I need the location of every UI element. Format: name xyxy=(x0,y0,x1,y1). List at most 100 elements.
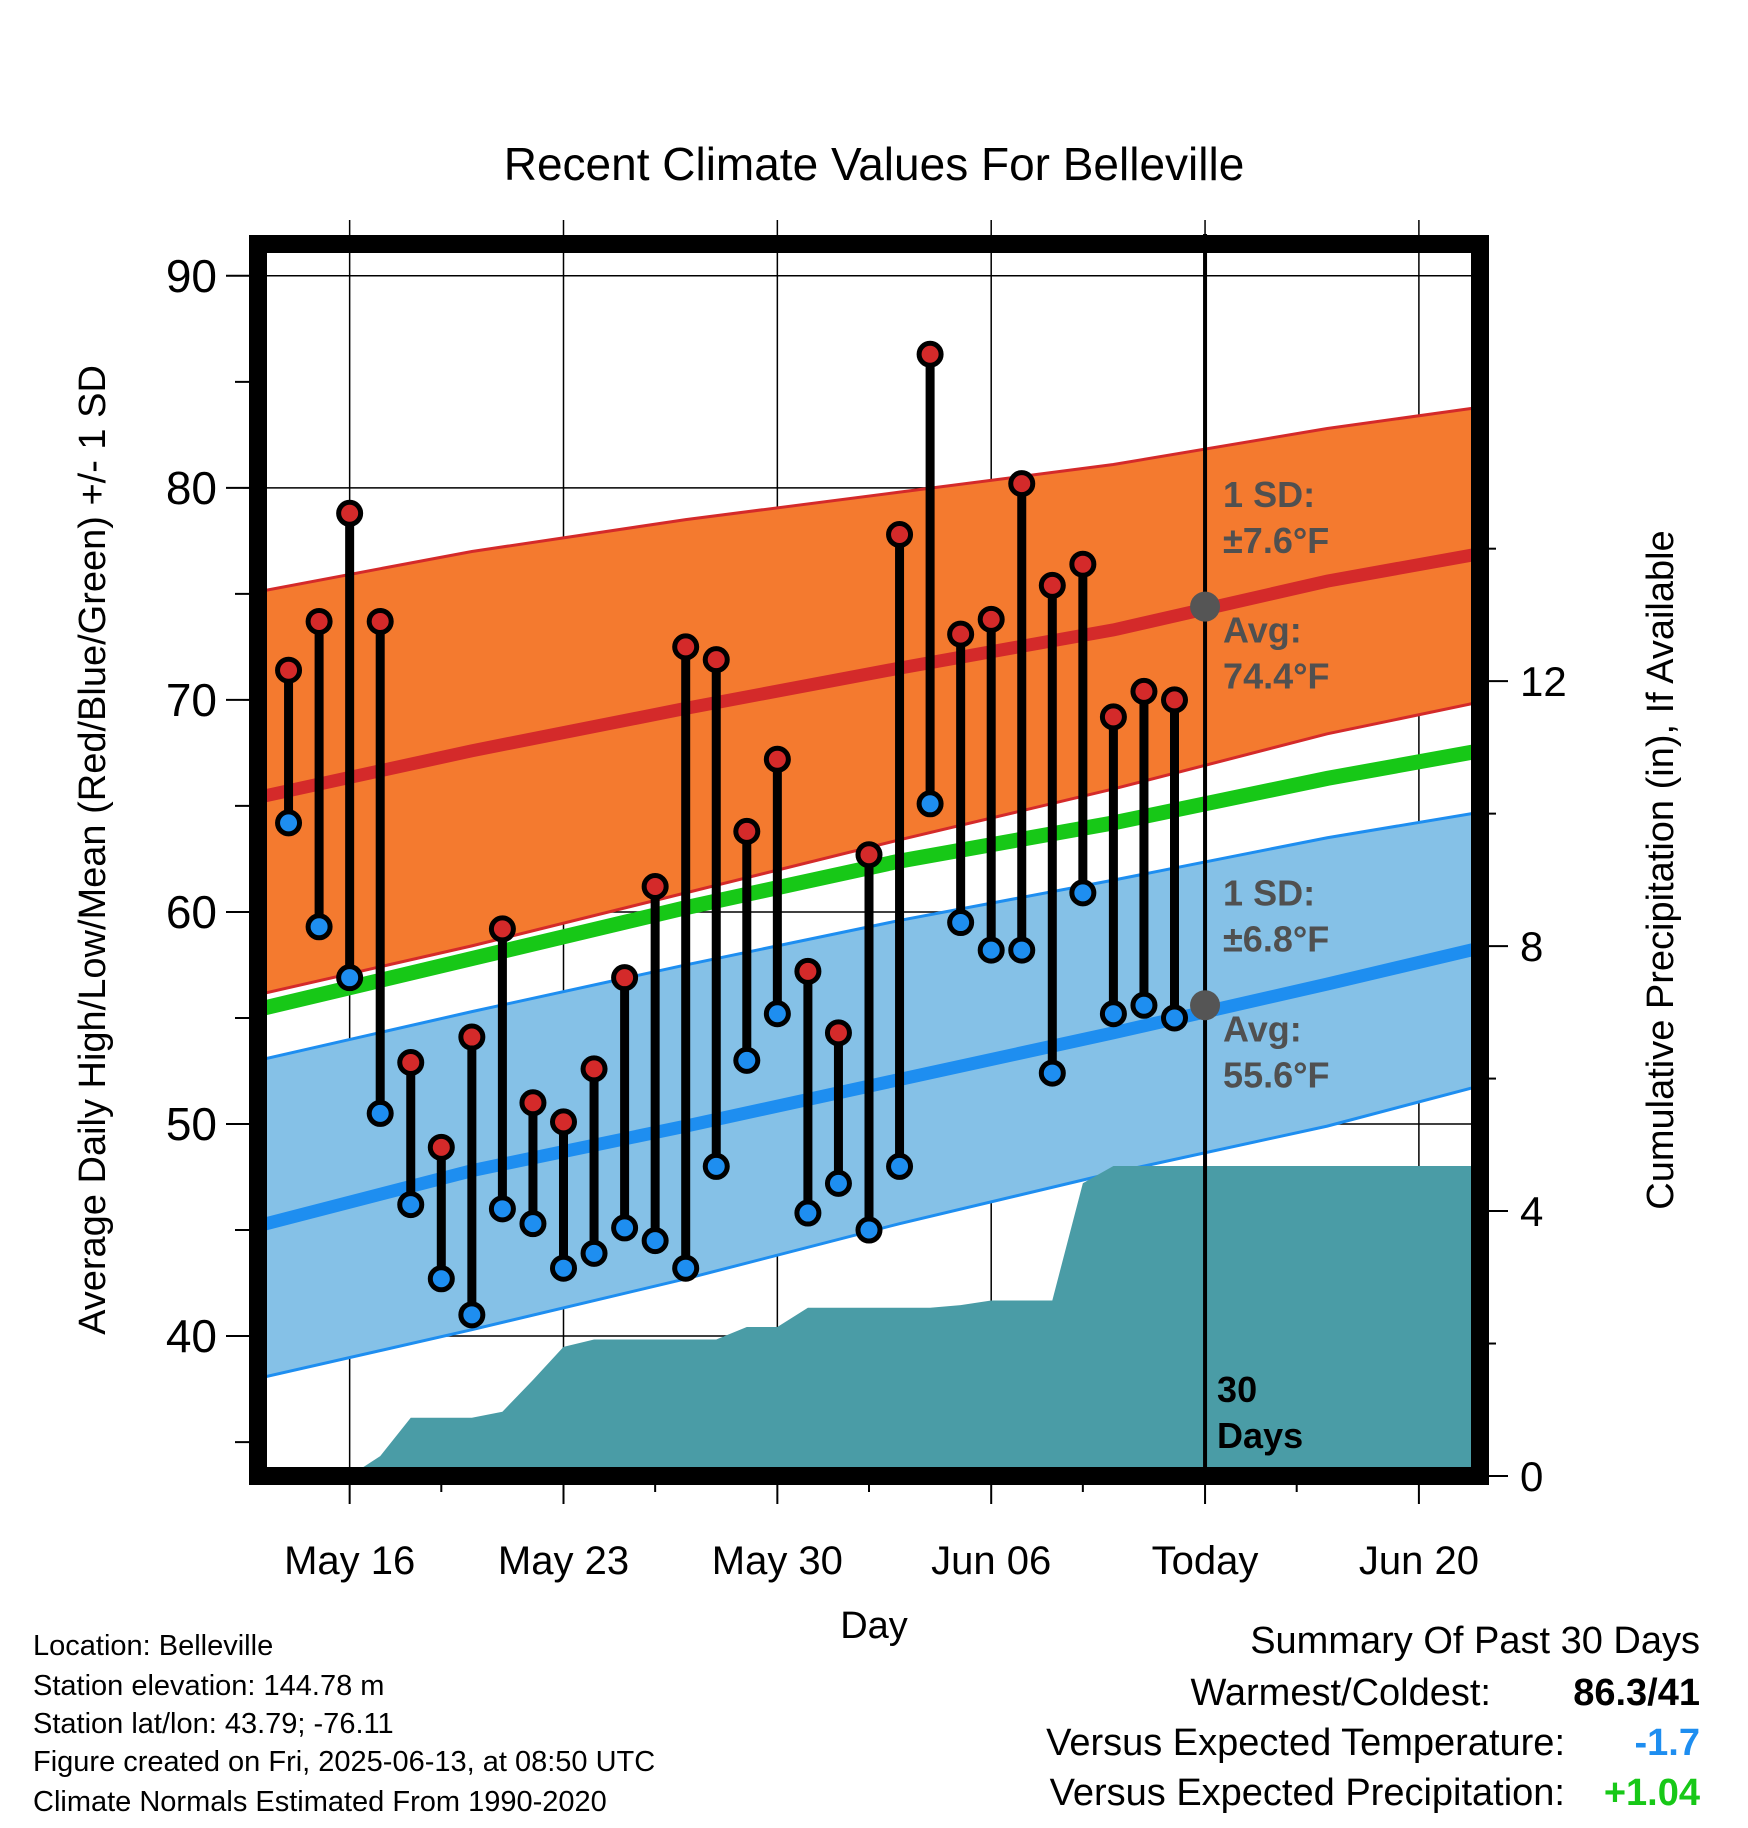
today-low-average-marker xyxy=(1190,990,1221,1021)
daily-high-point xyxy=(855,841,883,869)
x-tick-label: May 30 xyxy=(712,1539,843,1583)
daily-low-point xyxy=(580,1239,608,1267)
y-tick-label: 80 xyxy=(166,462,217,514)
y2-tick-label: 8 xyxy=(1520,923,1543,970)
daily-low-point xyxy=(947,909,975,937)
daily-high-point xyxy=(1130,677,1158,705)
daily-high-point xyxy=(550,1108,577,1136)
normal-annotations: 1 SD: ±7.6°F Avg: 74.4°F 1 SD: ±6.8°F Avg: 55.6… xyxy=(1190,474,1330,1095)
high-sd-annotation-line1: 1 SD: xyxy=(1223,474,1315,515)
precipitation-label: Versus Expected Precipitation: xyxy=(1049,1772,1565,1814)
low-avg-annotation-line2: 55.6°F xyxy=(1223,1054,1329,1095)
daily-high-point xyxy=(916,340,944,368)
daily-low-point xyxy=(427,1265,455,1293)
daily-high-point xyxy=(794,957,822,985)
high-upper-line xyxy=(258,405,1480,594)
warmest-coldest-label: Warmest/Coldest: xyxy=(1190,1672,1491,1714)
y-tick-label: 90 xyxy=(166,250,217,302)
y-tick-label: 50 xyxy=(166,1098,217,1150)
x-tick-label: May 23 xyxy=(498,1539,629,1583)
x-tick-label: Jun 20 xyxy=(1359,1539,1479,1583)
daily-low-point xyxy=(977,936,1005,964)
normals-text: Climate Normals Estimated From 1990-2020 xyxy=(33,1786,607,1818)
daily-low-point xyxy=(275,809,303,837)
x-axis-label: Day xyxy=(840,1605,908,1647)
period-label-line2: Days xyxy=(1217,1415,1303,1456)
daily-high-point xyxy=(366,607,394,635)
low-sd-annotation-line1: 1 SD: xyxy=(1223,873,1315,914)
precipitation-value: +1.04 xyxy=(1603,1772,1700,1814)
daily-high-point xyxy=(886,521,914,549)
period-label-line1: 30 xyxy=(1217,1369,1257,1410)
daily-high-point xyxy=(641,873,669,901)
precipitation-area xyxy=(258,1166,1480,1476)
daily-low-point xyxy=(641,1227,669,1255)
daily-low-point xyxy=(397,1191,425,1219)
precipitation-fill xyxy=(258,1166,1480,1476)
high-sd-annotation-line2: ±7.6°F xyxy=(1223,520,1329,561)
daily-high-point xyxy=(1069,550,1097,578)
high-avg-annotation-line1: Avg: xyxy=(1223,610,1302,651)
y-tick-label: 60 xyxy=(166,886,217,938)
daily-low-point xyxy=(1099,1000,1127,1028)
daily-high-point xyxy=(947,620,975,648)
axes: 40 50 60 70 80 90 0 4 8 12 May 16 May 23 May 30 Jun 0… xyxy=(166,250,1567,1583)
daily-high-point xyxy=(397,1049,425,1077)
daily-low-point xyxy=(824,1169,852,1197)
daily-low-point xyxy=(550,1254,577,1282)
daily-high-point xyxy=(458,1023,486,1051)
y-tick-label: 40 xyxy=(166,1310,217,1362)
daily-high-point xyxy=(977,605,1005,633)
daily-high-point xyxy=(763,745,791,773)
x-tick-label: Jun 06 xyxy=(931,1539,1051,1583)
y2-tick-label: 0 xyxy=(1520,1453,1543,1500)
daily-low-point xyxy=(886,1152,914,1180)
daily-low-point xyxy=(702,1152,730,1180)
daily-low-point xyxy=(1008,936,1036,964)
daily-temperature-bars xyxy=(275,340,1188,1329)
daily-low-point xyxy=(611,1214,639,1242)
high-sd-band xyxy=(258,407,1480,995)
daily-low-point xyxy=(1069,879,1097,907)
low-lower-line xyxy=(258,1084,1480,1380)
high-avg-annotation-line2: 74.4°F xyxy=(1223,656,1329,697)
low-avg-annotation-line1: Avg: xyxy=(1223,1008,1302,1049)
latlon-text: Station lat/lon: 43.79; -76.11 xyxy=(33,1708,394,1740)
chart-title: Recent Climate Values For Belleville xyxy=(504,138,1245,190)
daily-high-point xyxy=(733,817,761,845)
warmest-coldest-value: 86.3/41 xyxy=(1573,1672,1700,1714)
temperature-value: -1.7 xyxy=(1634,1722,1700,1764)
daily-high-point xyxy=(824,1019,852,1047)
daily-low-point xyxy=(305,913,333,941)
daily-high-point xyxy=(305,607,333,635)
daily-low-point xyxy=(733,1046,761,1074)
daily-low-point xyxy=(1130,991,1158,1019)
y2-tick-label: 4 xyxy=(1520,1188,1543,1235)
y2-tick-label: 12 xyxy=(1520,658,1567,705)
x-tick-label: May 16 xyxy=(284,1539,415,1583)
daily-high-point xyxy=(336,499,364,527)
created-text: Figure created on Fri, 2025-06-13, at 08… xyxy=(33,1746,656,1778)
daily-high-point xyxy=(1008,470,1036,498)
daily-high-point xyxy=(672,633,700,661)
daily-high-point xyxy=(427,1133,455,1161)
daily-high-point xyxy=(580,1055,608,1083)
daily-low-point xyxy=(1161,1004,1188,1032)
daily-high-point xyxy=(488,915,516,943)
daily-high-point xyxy=(275,656,303,684)
daily-low-point xyxy=(763,1000,791,1028)
y-axis-label: Average Daily High/Low/Mean (Red/Blue/Gr… xyxy=(72,365,114,1335)
daily-low-point xyxy=(855,1216,883,1244)
daily-low-point xyxy=(794,1199,822,1227)
daily-low-point xyxy=(336,964,364,992)
today-line: 30 Days xyxy=(1203,234,1303,1476)
daily-low-point xyxy=(488,1195,516,1223)
daily-low-point xyxy=(916,790,944,818)
daily-high-point xyxy=(1099,703,1127,731)
y-tick-label: 70 xyxy=(166,674,217,726)
daily-low-point xyxy=(458,1301,486,1329)
y2-axis-label: Cumulative Precipitation (in), If Availa… xyxy=(1640,530,1682,1209)
daily-high-point xyxy=(702,646,730,674)
daily-low-point xyxy=(366,1099,394,1127)
